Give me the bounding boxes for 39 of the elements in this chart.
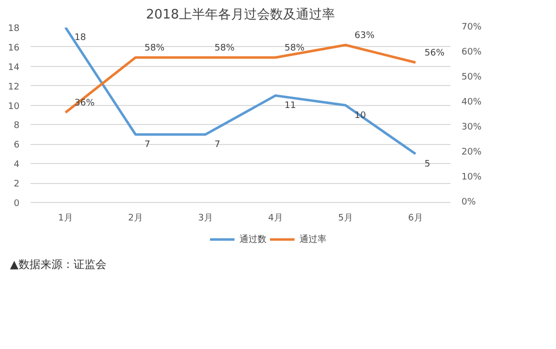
data-label: 7 — [144, 140, 150, 150]
y2-tick-label: 60% — [462, 48, 482, 58]
y2-tick-label: 0% — [462, 198, 476, 208]
y-tick-label: 0 — [14, 199, 20, 209]
chart-title: 2018上半年各月过会数及通过率 — [146, 6, 336, 22]
line-series — [64, 28, 417, 156]
data-label: 63% — [354, 31, 375, 41]
y-tick-label: 16 — [8, 43, 20, 54]
data-label: 7 — [214, 140, 220, 150]
y2-tick-label: 70% — [462, 22, 482, 32]
x-tick-label: 3月 — [198, 214, 213, 224]
y-tick-label: 4 — [14, 160, 20, 170]
y2-tick-label: 40% — [462, 98, 482, 108]
text: ▲数据来源：证监会 — [10, 257, 106, 273]
legend-label: 通过率 — [300, 234, 326, 246]
y-tick-label: 8 — [14, 121, 20, 132]
y2-tick-label: 20% — [462, 148, 482, 158]
x-tick-label: 2月 — [128, 214, 143, 224]
data-label: 18 — [74, 33, 86, 43]
x-tick-label: 4月 — [268, 214, 283, 224]
y-tick-label: 14 — [8, 62, 20, 73]
y-tick-label: 12 — [8, 82, 20, 92]
y-tick-label: 6 — [14, 140, 20, 151]
y-tick-label: 18 — [8, 24, 20, 34]
x-tick-label: 6月 — [408, 214, 423, 224]
data-label: 5 — [424, 159, 430, 170]
data-label: 58% — [214, 44, 235, 54]
x-tick-label: 5月 — [338, 214, 353, 224]
y2-tick-label: 10% — [462, 172, 482, 182]
legend-label: 通过数 — [240, 234, 266, 246]
data-label: 58% — [144, 44, 165, 54]
data-label: 11 — [284, 101, 296, 112]
data-label: 56% — [424, 48, 445, 58]
x-tick-label: 1月 — [58, 214, 73, 224]
y-tick-label: 2 — [14, 180, 20, 190]
y2-tick-label: 50% — [462, 72, 482, 82]
y-tick-label: 10 — [8, 102, 20, 112]
data-label: 58% — [284, 44, 305, 54]
y2-tick-label: 30% — [462, 122, 482, 132]
